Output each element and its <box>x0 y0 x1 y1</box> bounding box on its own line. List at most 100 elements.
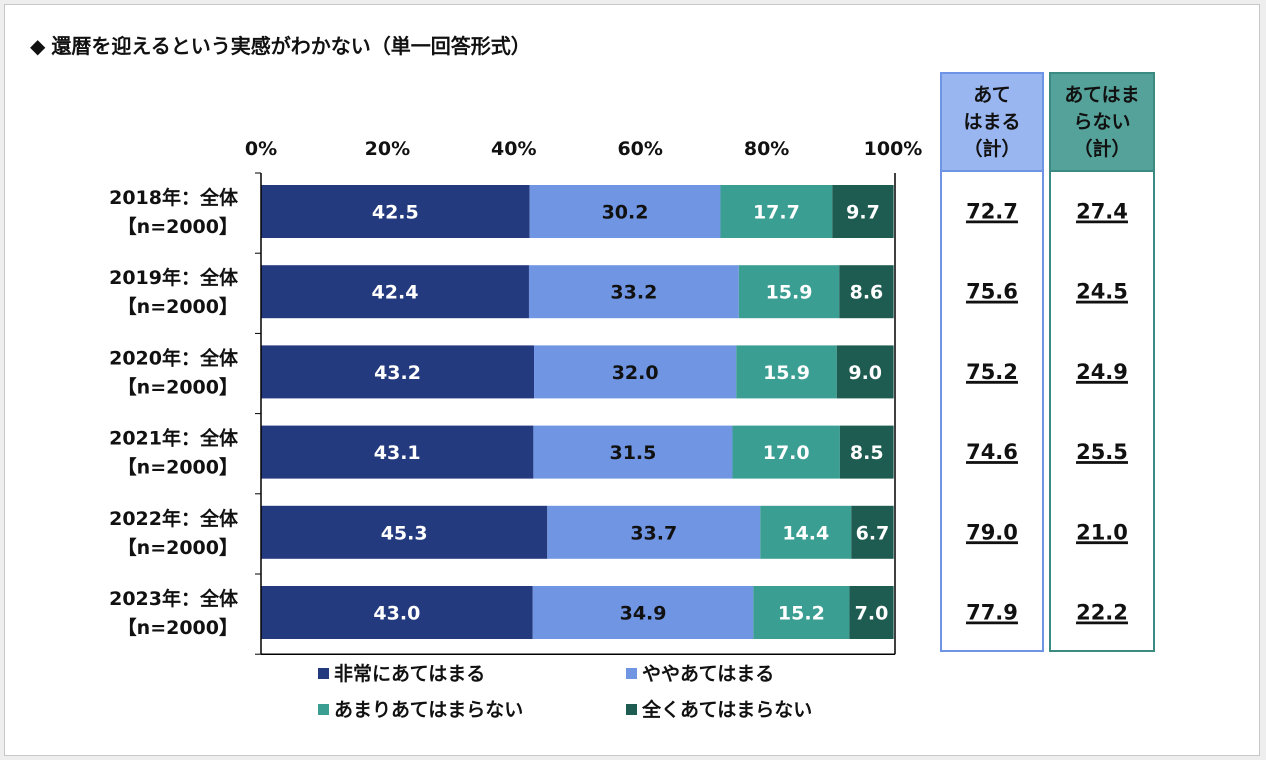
applies-total-total-value: 79.0 <box>966 520 1018 544</box>
not-applies-total-total-value: 22.2 <box>1076 601 1128 625</box>
bar-segment <box>261 265 529 319</box>
bar-segment <box>261 185 530 238</box>
applies-total-total-value: 74.6 <box>966 440 1018 464</box>
not-applies-total-total-value: 27.4 <box>1076 200 1128 224</box>
category-sample-label: 【n=2000】 <box>118 215 238 238</box>
bar-segment <box>547 505 761 559</box>
applies-total-header-text: あて <box>973 84 1011 106</box>
data-label: 45.3 <box>381 522 428 544</box>
data-label: 43.1 <box>374 442 421 464</box>
data-label: 8.6 <box>850 282 884 304</box>
not-applies-total-header-text: （計） <box>1073 137 1130 160</box>
legend-swatch <box>626 668 637 679</box>
category-label: 2022年：全体 <box>109 507 239 530</box>
not-applies-total-total-value: 21.0 <box>1076 520 1128 544</box>
bar-segment <box>261 505 548 559</box>
legend-label: あまりあてはまらない <box>334 699 523 721</box>
data-label: 9.7 <box>846 202 880 224</box>
data-label: 32.0 <box>612 362 659 384</box>
bar-segment <box>261 586 533 639</box>
data-label: 8.5 <box>850 442 884 464</box>
applies-total-total-value: 75.2 <box>966 360 1018 384</box>
applies-total-total-value: 75.6 <box>966 280 1018 304</box>
title-diamond-icon: ◆ <box>30 34 46 58</box>
data-label: 15.2 <box>778 603 825 625</box>
data-label: 7.0 <box>855 603 889 625</box>
applies-total-total-value: 72.7 <box>966 200 1018 224</box>
bar-segment <box>753 586 850 639</box>
not-applies-total-total-value: 24.9 <box>1076 360 1128 384</box>
data-label: 42.5 <box>372 202 419 224</box>
category-label: 2018年：全体 <box>109 186 239 209</box>
x-tick-label: 80% <box>744 138 789 160</box>
category-sample-label: 【n=2000】 <box>118 616 238 639</box>
not-applies-total-header-box <box>1049 72 1155 172</box>
applies-total-total-value: 77.9 <box>966 601 1018 625</box>
bar-segment <box>732 425 840 479</box>
data-label: 34.9 <box>620 603 667 625</box>
not-applies-total-header-text: あてはま <box>1064 84 1139 106</box>
bar-segment <box>720 185 833 238</box>
chart-title-text: 還暦を迎えるという実感がわかない（単一回答形式） <box>51 34 531 58</box>
applies-total-body-box <box>940 170 1044 652</box>
x-tick-label: 100% <box>864 138 923 160</box>
category-sample-label: 【n=2000】 <box>118 375 238 398</box>
category-sample-label: 【n=2000】 <box>118 456 238 479</box>
chart-title: ◆ 還暦を迎えるという実感がわかない（単一回答形式） <box>30 30 531 59</box>
not-applies-total-header-text: らない <box>1073 111 1130 133</box>
data-label: 15.9 <box>766 282 813 304</box>
data-label: 9.0 <box>848 362 882 384</box>
category-label: 2021年：全体 <box>109 427 239 450</box>
not-applies-total-total-value: 25.5 <box>1076 440 1128 464</box>
data-label: 6.7 <box>856 522 890 544</box>
legend-swatch <box>626 704 637 715</box>
applies-total-header-box <box>940 72 1044 172</box>
x-tick-label: 0% <box>245 138 277 160</box>
data-label: 42.4 <box>372 282 419 304</box>
not-applies-total-body-box <box>1049 170 1155 652</box>
data-label: 30.2 <box>602 202 649 224</box>
x-tick-label: 60% <box>617 138 662 160</box>
x-tick-label: 40% <box>491 138 536 160</box>
bar-segment <box>261 425 534 479</box>
data-label: 43.0 <box>373 603 420 625</box>
bar-segment <box>851 505 894 559</box>
category-label: 2019年：全体 <box>109 266 239 289</box>
category-label: 2023年：全体 <box>109 587 239 610</box>
bar-segment <box>839 265 894 319</box>
data-label: 14.4 <box>782 522 829 544</box>
data-label: 17.7 <box>753 202 800 224</box>
bar-segment <box>736 345 837 399</box>
not-applies-total-total-value: 24.5 <box>1076 280 1128 304</box>
data-label: 17.0 <box>763 442 810 464</box>
legend-swatch <box>318 668 329 679</box>
bar-segment <box>532 586 754 639</box>
category-label: 2020年：全体 <box>109 346 239 369</box>
bar-segment <box>738 265 840 319</box>
data-label: 33.2 <box>610 282 657 304</box>
legend-label: 非常にあてはまる <box>334 662 485 685</box>
applies-total-header-text: はまる <box>963 111 1020 133</box>
applies-total-header-text: （計） <box>963 137 1020 160</box>
legend-label: 全くあてはまらない <box>641 698 812 721</box>
bar-segment <box>839 425 894 479</box>
legend-label: ややあてはまる <box>642 663 774 685</box>
bar-segment <box>261 345 535 399</box>
data-label: 43.2 <box>374 362 421 384</box>
x-tick-label: 20% <box>365 138 410 160</box>
data-label: 33.7 <box>630 522 677 544</box>
category-sample-label: 【n=2000】 <box>118 536 238 559</box>
bar-segment <box>849 586 894 639</box>
bar-segment <box>832 185 894 238</box>
legend-swatch <box>318 704 329 715</box>
bar-segment <box>760 505 852 559</box>
data-label: 31.5 <box>609 442 656 464</box>
data-label: 15.9 <box>763 362 810 384</box>
bar-segment <box>533 425 733 479</box>
category-sample-label: 【n=2000】 <box>118 295 238 318</box>
bar-segment <box>528 265 739 319</box>
bar-segment <box>529 185 721 238</box>
bar-segment <box>534 345 737 399</box>
bar-segment <box>836 345 894 399</box>
